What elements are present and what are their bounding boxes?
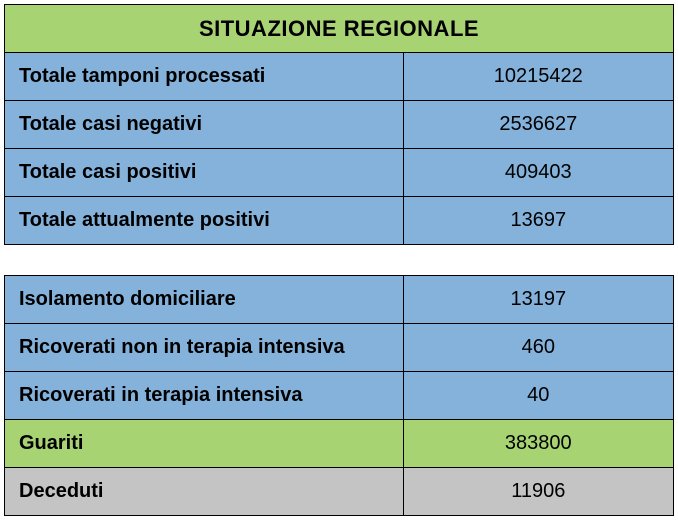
row-value: 2536627 [403,101,673,149]
row-value: 409403 [403,149,673,197]
table-row: Totale tamponi processati 10215422 [5,53,674,101]
row-label: Isolamento domiciliare [5,276,404,324]
table-gap [4,245,674,275]
table-row: Ricoverati non in terapia intensiva 460 [5,324,674,372]
row-value: 13697 [403,197,673,245]
table-row: Guariti 383800 [5,420,674,468]
regional-table-1: SITUAZIONE REGIONALE Totale tamponi proc… [4,4,674,245]
row-value: 11906 [403,468,673,516]
table-row: Deceduti 11906 [5,468,674,516]
row-value: 13197 [403,276,673,324]
row-label: Ricoverati in terapia intensiva [5,372,404,420]
row-value: 40 [403,372,673,420]
row-label: Ricoverati non in terapia intensiva [5,324,404,372]
row-label: Guariti [5,420,404,468]
row-label: Totale casi positivi [5,149,404,197]
table-row: Totale attualmente positivi 13697 [5,197,674,245]
table-row: Isolamento domiciliare 13197 [5,276,674,324]
table-title: SITUAZIONE REGIONALE [5,5,674,53]
row-value: 383800 [403,420,673,468]
row-label: Totale casi negativi [5,101,404,149]
header-row: SITUAZIONE REGIONALE [5,5,674,53]
row-value: 460 [403,324,673,372]
row-label: Totale attualmente positivi [5,197,404,245]
table-row: Totale casi negativi 2536627 [5,101,674,149]
row-label: Deceduti [5,468,404,516]
row-label: Totale tamponi processati [5,53,404,101]
regional-table-2: Isolamento domiciliare 13197 Ricoverati … [4,275,674,516]
table-row: Ricoverati in terapia intensiva 40 [5,372,674,420]
row-value: 10215422 [403,53,673,101]
table-row: Totale casi positivi 409403 [5,149,674,197]
